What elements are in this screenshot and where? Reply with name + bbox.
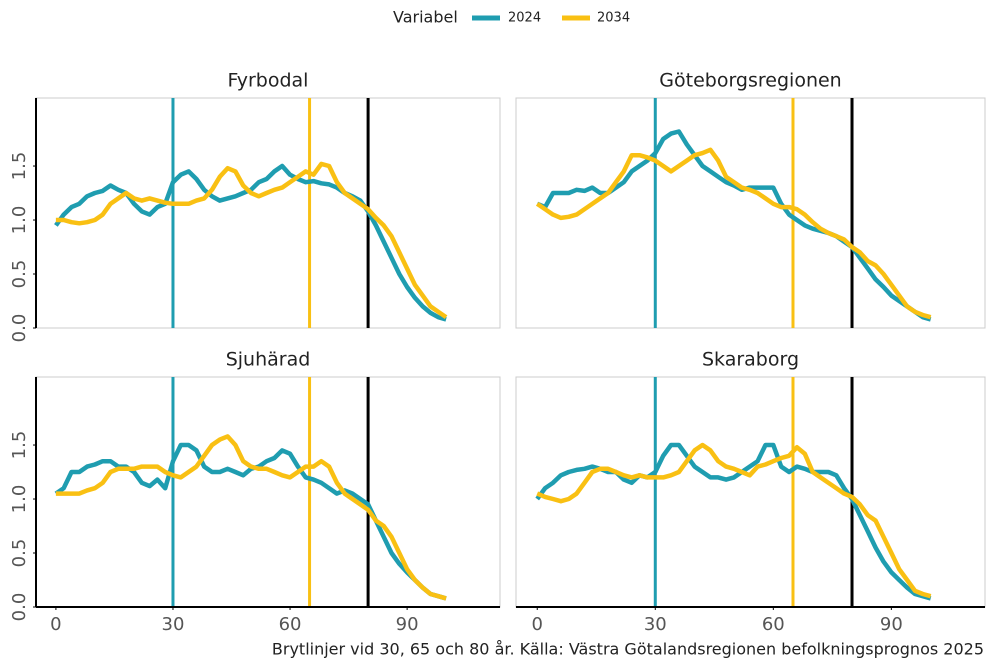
y-tick-label: 0.0	[9, 314, 30, 343]
y-tick-label: 0.5	[9, 539, 30, 568]
panel-title: Sjuhärad	[226, 349, 311, 371]
series-line	[55, 434, 447, 601]
panel-title: Skaraborg	[702, 349, 799, 371]
y-tick-label: 1.0	[9, 485, 30, 514]
x-tick-label: 30	[162, 614, 185, 635]
series-line	[536, 129, 932, 322]
legend-title: Variabel	[393, 8, 458, 27]
series-line	[54, 163, 447, 322]
y-tick-label: 0.5	[9, 260, 30, 289]
panel-title: Fyrbodal	[228, 70, 309, 92]
x-tick-label: 60	[279, 614, 302, 635]
series-line	[536, 442, 932, 599]
panel-border	[35, 376, 501, 608]
caption: Brytlinjer vid 30, 65 och 80 år. Källa: …	[272, 640, 984, 659]
y-tick-label: 1.0	[9, 206, 30, 235]
y-tick-label: 0.0	[9, 593, 30, 622]
series-line	[535, 147, 932, 320]
x-tick-label: 0	[532, 614, 543, 635]
panel-title: Göteborgsregionen	[659, 70, 841, 92]
y-tick-label: 1.5	[9, 152, 30, 181]
panel-border	[515, 97, 986, 329]
legend-label: 2024	[508, 11, 541, 26]
x-tick-label: 90	[880, 614, 903, 635]
x-tick-label: 60	[762, 614, 785, 635]
panel-border	[515, 376, 986, 608]
x-tick-label: 90	[396, 614, 419, 635]
legend-label: 2034	[597, 11, 630, 26]
x-tick-label: 30	[644, 614, 667, 635]
x-tick-label: 0	[50, 614, 61, 635]
series-line	[55, 161, 448, 320]
y-tick-label: 1.5	[9, 431, 30, 460]
